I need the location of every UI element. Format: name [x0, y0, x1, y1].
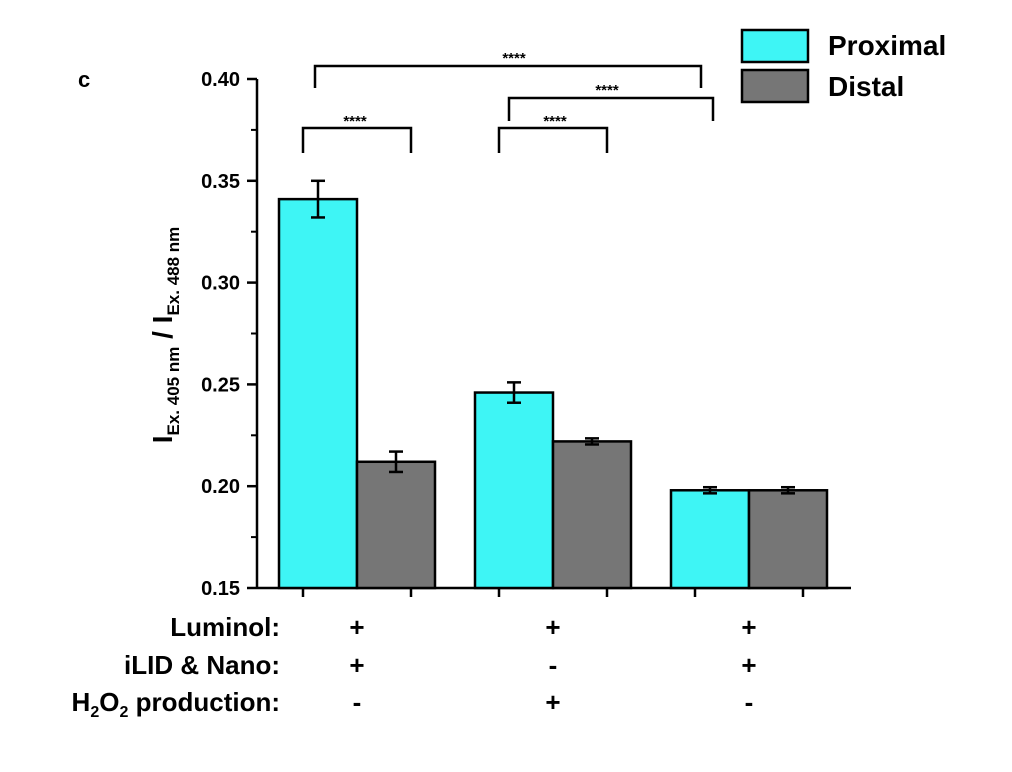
bracket-3: [507, 96, 715, 121]
condition-value: +: [545, 612, 560, 642]
condition-value: +: [741, 650, 756, 680]
significance-label-3: ****: [595, 82, 619, 99]
error-bars: [311, 179, 795, 495]
legend-swatch-distal: [740, 68, 810, 104]
bracket-1: [301, 126, 413, 153]
y-tick-label: 0.40: [201, 69, 240, 91]
condition-value: +: [741, 612, 756, 642]
y-tick-label: 0.35: [201, 171, 240, 193]
legend: Proximal Distal: [740, 28, 946, 104]
condition-label-luminol: Luminol:: [170, 612, 280, 642]
bar-proximal: [277, 197, 359, 590]
bracket-4: [313, 64, 703, 88]
condition-value: -: [549, 650, 558, 680]
significance-label-2: ****: [543, 113, 567, 130]
condition-table: Luminol: iLID & Nano: H2O2 production: +…: [72, 612, 757, 721]
y-tick-label: 0.25: [201, 374, 240, 396]
y-tick-label: 0.30: [201, 273, 240, 295]
bar-proximal: [669, 489, 751, 590]
condition-label-h2o2: H2O2 production:: [72, 687, 280, 721]
y-tick-label: 0.15: [201, 578, 240, 600]
significance-label-4: ****: [502, 50, 526, 67]
bars: [277, 197, 829, 590]
condition-value: -: [745, 687, 754, 717]
panel-label: c: [78, 67, 90, 92]
bar-distal: [355, 460, 437, 590]
y-axis-label: IEx. 405 nm / IEx. 488 nm: [147, 227, 183, 444]
significance-brackets: [301, 64, 715, 153]
y-tick-label: 0.20: [201, 476, 240, 498]
condition-label-ilid-nano: iLID & Nano:: [124, 650, 280, 680]
legend-swatch-proximal: [740, 28, 810, 64]
legend-label-distal: Distal: [828, 71, 904, 102]
bracket-2: [497, 126, 609, 153]
legend-label-proximal: Proximal: [828, 30, 946, 61]
condition-value: -: [353, 687, 362, 717]
bar-proximal: [473, 391, 555, 590]
condition-value: +: [349, 612, 364, 642]
bar-distal: [747, 489, 829, 590]
condition-value: +: [349, 650, 364, 680]
condition-value: +: [545, 687, 560, 717]
bar-distal: [551, 440, 633, 590]
significance-label-1: ****: [343, 113, 367, 130]
